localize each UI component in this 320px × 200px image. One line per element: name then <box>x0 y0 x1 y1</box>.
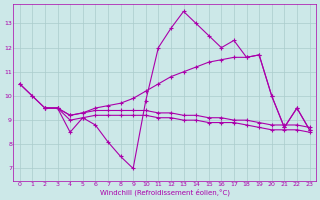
X-axis label: Windchill (Refroidissement éolien,°C): Windchill (Refroidissement éolien,°C) <box>100 188 230 196</box>
